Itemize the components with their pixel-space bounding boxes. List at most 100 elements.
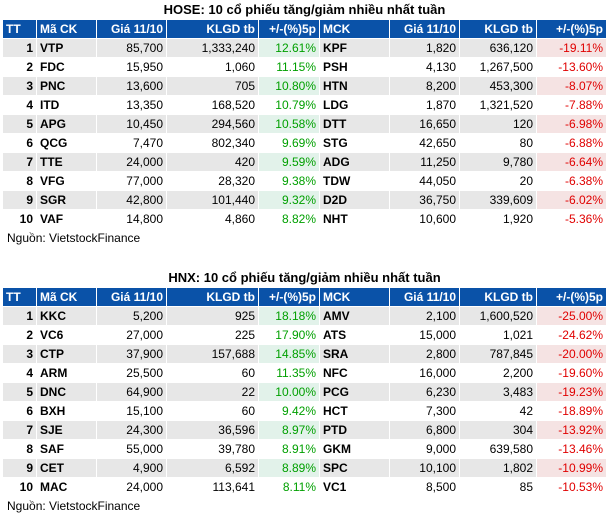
up-stock-code: SJE [36,420,97,440]
down-stock-code: GKM [319,439,390,459]
header-tt: TT [2,19,37,39]
down-price: 8,200 [389,76,460,96]
down-stock-code: NFC [319,363,390,383]
table-row: 8 VFG 77,000 28,320 9.38% TDW 44,050 20 -6.38% [2,171,607,191]
up-change-pct: 9.69% [258,133,320,153]
table-row: 6 QCG 7,470 802,340 9.69% STG 42,650 80 -6.88% [2,133,607,153]
up-volume: 420 [166,152,259,172]
up-volume: 6,592 [166,458,259,478]
down-price: 6,230 [389,382,460,402]
down-change-pct: -6.88% [536,133,607,153]
header-down-code: MCK [319,287,390,307]
hnx-header-row: TT Mã CK Giá 11/10 KLGD tb +/-(%)5p MCK … [2,287,607,307]
up-volume: 225 [166,325,259,345]
header-up-volume: KLGD tb [166,287,259,307]
down-price: 2,100 [389,306,460,326]
up-volume: 39,780 [166,439,259,459]
row-number: 4 [2,95,37,115]
up-change-pct: 18.18% [258,306,320,326]
table-row: 3 CTP 37,900 157,688 14.85% SRA 2,800 787,845 -2… [2,344,607,364]
row-number: 1 [2,306,37,326]
up-change-pct: 10.00% [258,382,320,402]
table-row: 10 VAF 14,800 4,860 8.82% NHT 10,600 1,920 -5.36… [2,209,607,229]
row-number: 2 [2,325,37,345]
down-price: 10,100 [389,458,460,478]
up-price: 55,000 [96,439,167,459]
up-price: 13,350 [96,95,167,115]
table-row: 1 VTP 85,700 1,333,240 12.61% KPF 1,820 636,120… [2,38,607,58]
up-change-pct: 10.58% [258,114,320,134]
header-down-code: MCK [319,19,390,39]
down-stock-code: KPF [319,38,390,58]
down-change-pct: -6.38% [536,171,607,191]
down-change-pct: -20.00% [536,344,607,364]
up-change-pct: 8.97% [258,420,320,440]
hnx-table: TT Mã CK Giá 11/10 KLGD tb +/-(%)5p MCK … [2,287,607,516]
down-stock-code: SRA [319,344,390,364]
source-row: Nguồn: VietstockFinance [2,496,607,516]
up-price: 37,900 [96,344,167,364]
down-change-pct: -13.46% [536,439,607,459]
up-change-pct: 11.15% [258,57,320,77]
row-number: 6 [2,401,37,421]
header-down-change: +/-(%)5p [536,19,607,39]
up-stock-code: ITD [36,95,97,115]
up-volume: 60 [166,363,259,383]
hnx-section: HNX: 10 cổ phiếu tăng/giảm nhiều nhất tu… [0,268,609,516]
table-row: 2 FDC 15,950 1,060 11.15% PSH 4,130 1,267,500 -1… [2,57,607,77]
down-volume: 304 [459,420,537,440]
down-price: 16,000 [389,363,460,383]
table-row: 9 SGR 42,800 101,440 9.32% D2D 36,750 339,609 -6… [2,190,607,210]
up-price: 14,800 [96,209,167,229]
source-row: Nguồn: VietstockFinance [2,228,607,248]
down-price: 7,300 [389,401,460,421]
table-row: 4 ITD 13,350 168,520 10.79% LDG 1,870 1,321,520… [2,95,607,115]
table-row: 7 SJE 24,300 36,596 8.97% PTD 6,800 304 -13.92% [2,420,607,440]
down-price: 1,870 [389,95,460,115]
row-number: 3 [2,76,37,96]
up-volume: 925 [166,306,259,326]
up-stock-code: MAC [36,477,97,497]
down-stock-code: SPC [319,458,390,478]
down-change-pct: -24.62% [536,325,607,345]
down-price: 8,500 [389,477,460,497]
down-change-pct: -19.60% [536,363,607,383]
up-change-pct: 10.80% [258,76,320,96]
up-price: 64,900 [96,382,167,402]
up-stock-code: FDC [36,57,97,77]
up-stock-code: APG [36,114,97,134]
down-price: 4,130 [389,57,460,77]
down-change-pct: -13.92% [536,420,607,440]
up-price: 7,470 [96,133,167,153]
table-row: 7 TTE 24,000 420 9.59% ADG 11,250 9,780 -6.64% [2,152,607,172]
down-change-pct: -25.00% [536,306,607,326]
up-volume: 60 [166,401,259,421]
row-number: 9 [2,190,37,210]
down-price: 6,800 [389,420,460,440]
table-row: 4 ARM 25,500 60 11.35% NFC 16,000 2,200 -19.60% [2,363,607,383]
header-down-volume: KLGD tb [459,287,537,307]
down-change-pct: -19.11% [536,38,607,58]
row-number: 5 [2,114,37,134]
down-volume: 1,920 [459,209,537,229]
up-stock-code: KKC [36,306,97,326]
row-number: 5 [2,382,37,402]
row-number: 9 [2,458,37,478]
up-price: 25,500 [96,363,167,383]
up-stock-code: DNC [36,382,97,402]
up-volume: 28,320 [166,171,259,191]
up-stock-code: BXH [36,401,97,421]
down-volume: 85 [459,477,537,497]
hnx-table-body: TT Mã CK Giá 11/10 KLGD tb +/-(%)5p MCK … [2,287,607,516]
down-volume: 9,780 [459,152,537,172]
hose-header-row: TT Mã CK Giá 11/10 KLGD tb +/-(%)5p MCK … [2,19,607,39]
down-volume: 339,609 [459,190,537,210]
up-price: 5,200 [96,306,167,326]
down-change-pct: -18.89% [536,401,607,421]
row-number: 7 [2,152,37,172]
source-note: Nguồn: VietstockFinance [2,228,607,248]
down-volume: 1,321,520 [459,95,537,115]
down-price: 42,650 [389,133,460,153]
down-stock-code: PSH [319,57,390,77]
up-price: 24,000 [96,477,167,497]
